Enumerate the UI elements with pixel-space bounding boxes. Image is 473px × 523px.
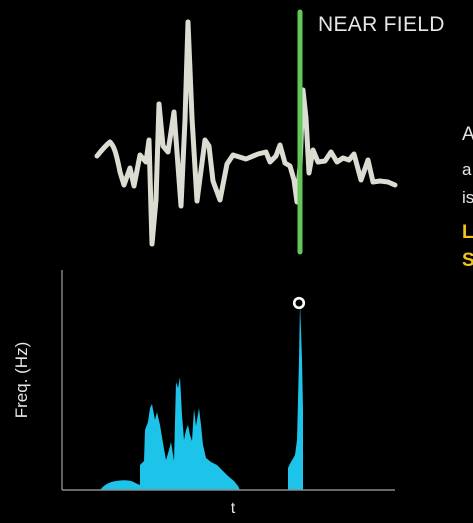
- side-text-line-3: is: [462, 188, 473, 207]
- side-text-line-2: a: [462, 160, 472, 179]
- side-text-highlight-1: L: [462, 222, 473, 243]
- spectrum-body: [100, 377, 240, 490]
- x-axis-label: t: [230, 500, 236, 517]
- side-text-highlight-2: S: [462, 250, 473, 271]
- diagram-title: NEAR FIELD: [318, 13, 445, 36]
- side-text-line-1: A: [462, 124, 473, 145]
- spectrum-spike: [288, 304, 303, 490]
- waveform-trace: [94, 19, 398, 247]
- y-axis-label: Freq. (Hz): [12, 341, 31, 419]
- peak-marker-circle: [292, 296, 306, 310]
